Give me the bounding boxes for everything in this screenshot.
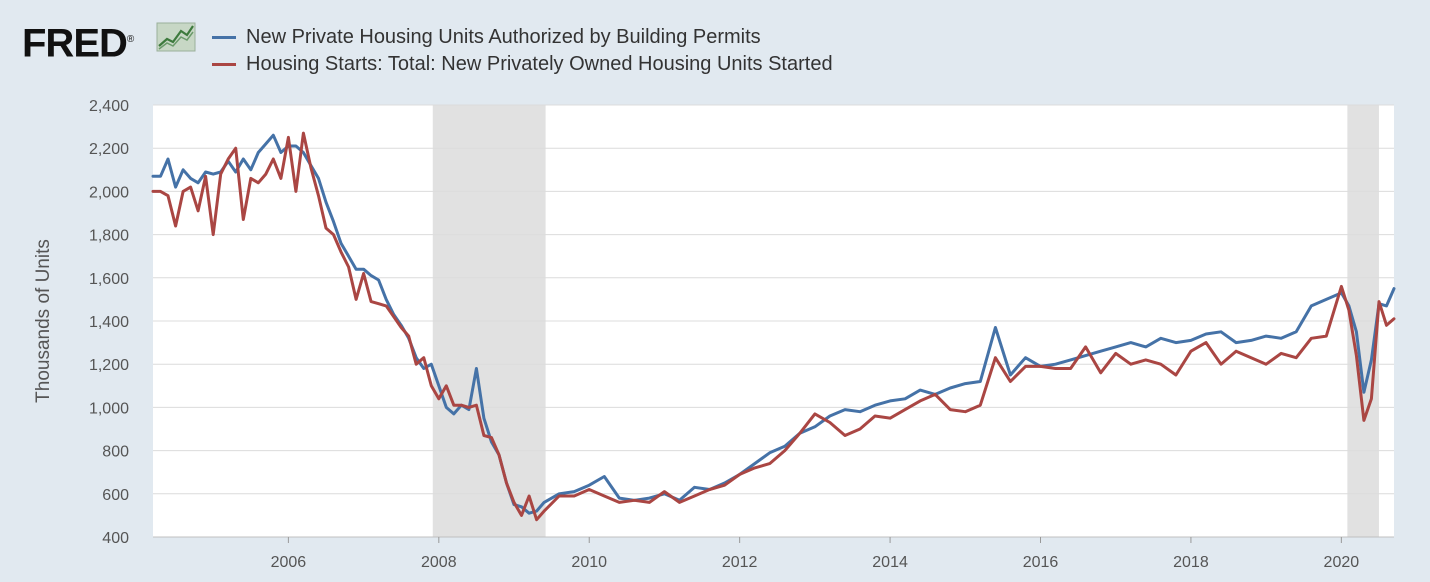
series-line-0[interactable] [151,133,1396,515]
fred-logo[interactable]: FRED® [22,18,134,66]
y-tick-label: 1,800 [89,228,129,245]
x-tick-label: 2018 [1173,554,1209,571]
x-tick-label: 2006 [271,554,307,571]
y-axis: 400 600 800 1,000 1,200 1,400 1,600 1,800 2,000 2… [89,98,129,547]
y-tick-label: 2,000 [89,184,129,201]
y-tick-label: 2,200 [89,141,129,158]
y-tick-label: 800 [102,444,129,461]
legend-swatch-starts [212,63,236,66]
x-tick-label: 2020 [1324,554,1360,571]
registered-mark: ® [126,34,134,45]
series-lines [151,131,1396,522]
y-tick-label: 1,400 [89,314,129,331]
x-tick-label: 2016 [1023,554,1059,571]
legend-label-permits: New Private Housing Units Authorized by … [246,26,761,48]
x-tick-label: 2012 [722,554,758,571]
y-axis-title: Thousands of Units [33,239,54,403]
x-tick-label: 2008 [421,554,457,571]
y-tick-label: 2,400 [89,98,129,115]
trend-chart-icon [156,22,196,52]
x-tick-label: 2010 [571,554,607,571]
series-line-1[interactable] [151,131,1396,522]
legend-item-permits[interactable]: New Private Housing Units Authorized by … [212,24,833,51]
legend-item-starts[interactable]: Housing Starts: Total: New Privately Own… [212,51,833,78]
logo-text: FRED [22,21,128,66]
y-tick-label: 600 [102,487,129,504]
y-tick-label: 1,000 [89,400,129,417]
x-axis: 2006 2008 2010 2012 2014 2016 2018 2020 [153,536,1394,571]
y-tick-label: 1,600 [89,271,129,288]
legend-swatch-permits [212,36,236,39]
legend: New Private Housing Units Authorized by … [212,24,833,78]
y-tick-label: 400 [102,530,129,547]
y-tick-label: 1,200 [89,357,129,374]
legend-label-starts: Housing Starts: Total: New Privately Own… [246,53,833,75]
x-tick-label: 2014 [872,554,908,571]
